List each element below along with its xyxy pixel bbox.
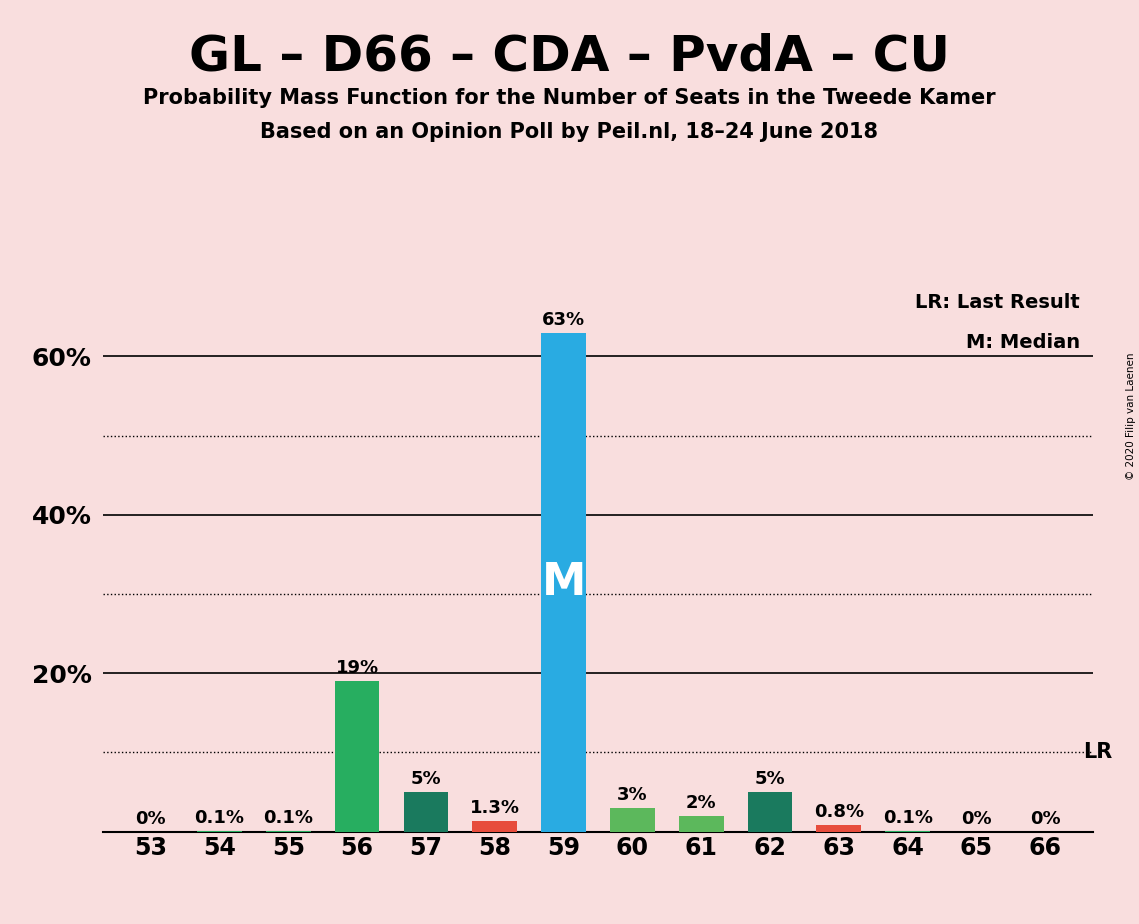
- Bar: [403, 792, 449, 832]
- Text: M: Median: M: Median: [966, 333, 1080, 352]
- Text: 0%: 0%: [961, 809, 992, 828]
- Text: 0%: 0%: [136, 809, 166, 828]
- Bar: [541, 333, 585, 832]
- Text: LR: Last Result: LR: Last Result: [915, 293, 1080, 312]
- Text: Probability Mass Function for the Number of Seats in the Tweede Kamer: Probability Mass Function for the Number…: [144, 88, 995, 108]
- Text: © 2020 Filip van Laenen: © 2020 Filip van Laenen: [1125, 352, 1136, 480]
- Text: 0%: 0%: [1030, 809, 1060, 828]
- Bar: [611, 808, 655, 832]
- Text: M: M: [541, 561, 585, 603]
- Text: 0.1%: 0.1%: [263, 808, 313, 827]
- Text: Based on an Opinion Poll by Peil.nl, 18–24 June 2018: Based on an Opinion Poll by Peil.nl, 18–…: [261, 122, 878, 142]
- Text: GL – D66 – CDA – PvdA – CU: GL – D66 – CDA – PvdA – CU: [189, 32, 950, 80]
- Text: 5%: 5%: [755, 770, 785, 788]
- Text: 3%: 3%: [617, 786, 648, 804]
- Text: 0.1%: 0.1%: [883, 808, 933, 827]
- Text: 2%: 2%: [686, 794, 716, 812]
- Text: LR: LR: [1083, 742, 1113, 762]
- Bar: [817, 825, 861, 832]
- Text: 19%: 19%: [336, 659, 378, 677]
- Bar: [335, 681, 379, 832]
- Bar: [473, 821, 517, 832]
- Text: 0.1%: 0.1%: [195, 808, 245, 827]
- Text: 1.3%: 1.3%: [469, 799, 519, 818]
- Bar: [747, 792, 793, 832]
- Text: 5%: 5%: [411, 770, 441, 788]
- Text: 63%: 63%: [542, 310, 585, 329]
- Bar: [679, 816, 723, 832]
- Text: 0.8%: 0.8%: [813, 803, 863, 821]
